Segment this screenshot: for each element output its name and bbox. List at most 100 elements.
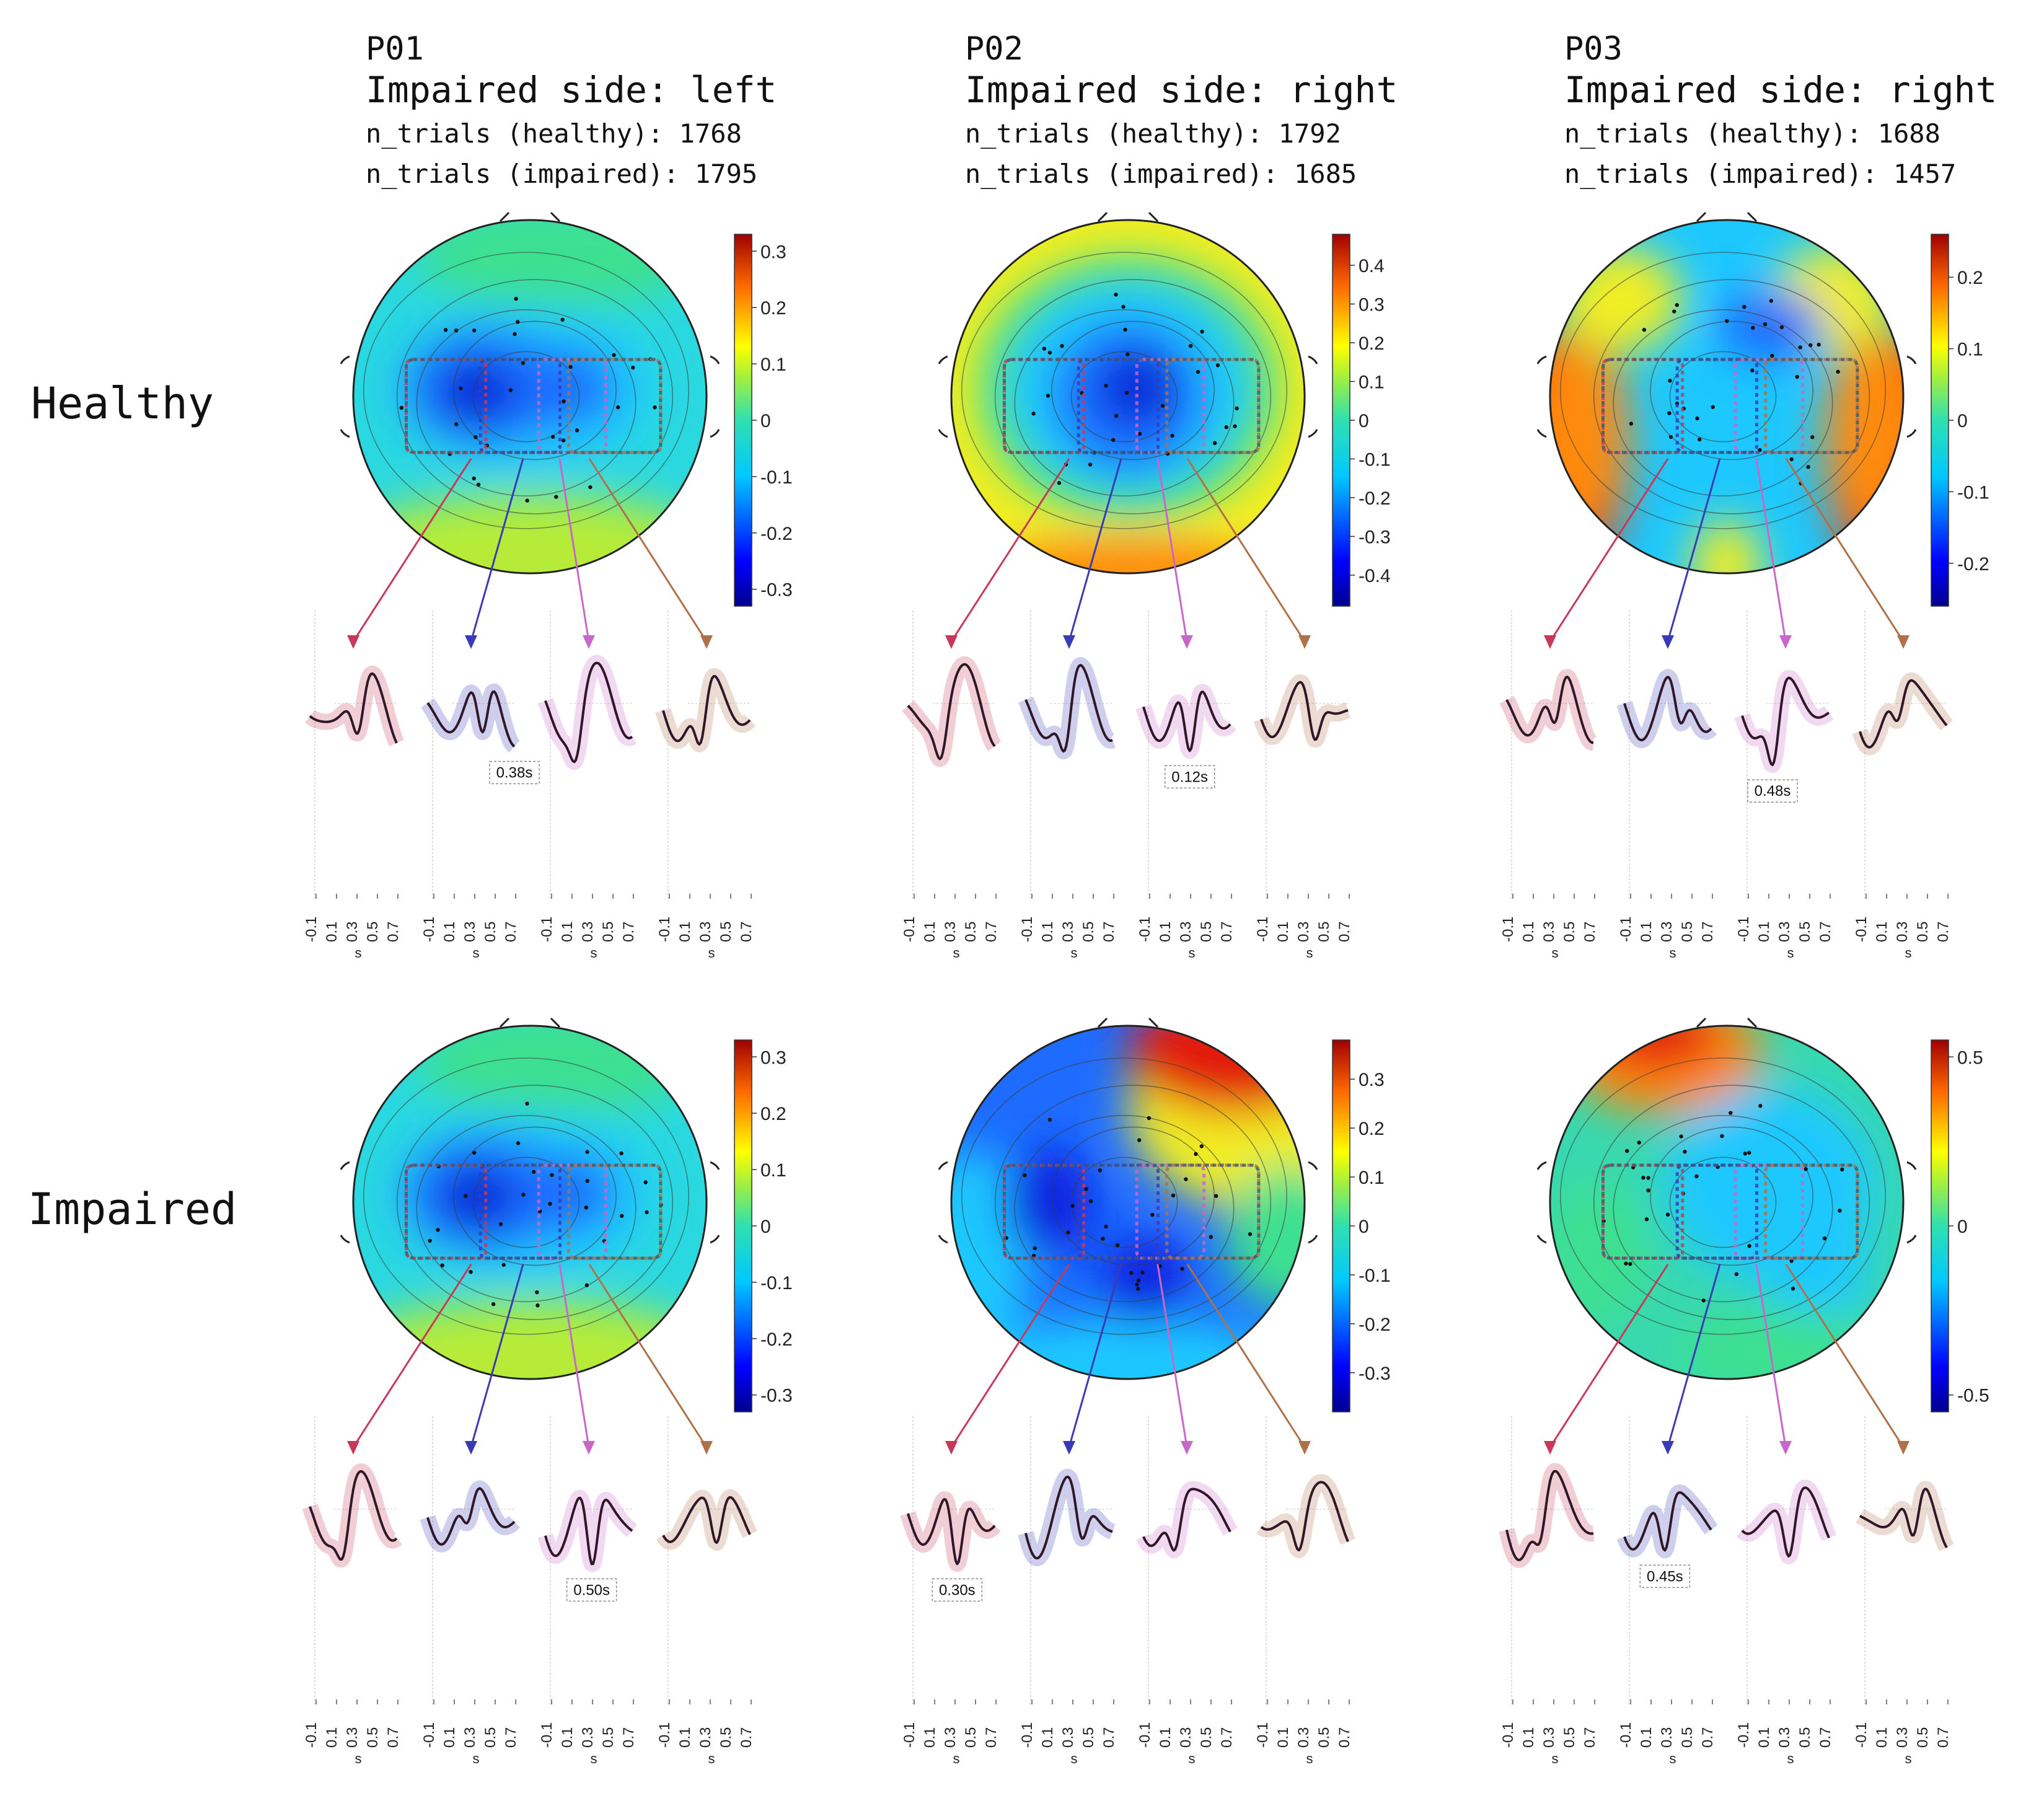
erp-mean-trace bbox=[1859, 1487, 1948, 1548]
erp-x-tick-label: 0.5 bbox=[718, 922, 734, 942]
erp-x-tick-label: 0.7 bbox=[1935, 1727, 1952, 1748]
right-ear-mark bbox=[1906, 1161, 1917, 1244]
nose-mark bbox=[499, 211, 561, 223]
electrode bbox=[1098, 1168, 1103, 1173]
electrode bbox=[550, 1173, 554, 1178]
electrode bbox=[1742, 304, 1747, 309]
roi-arrow bbox=[1667, 458, 1721, 642]
erp-x-tick-label: 0.7 bbox=[1817, 1727, 1834, 1748]
colorbar-tick-label: -0.2 bbox=[1359, 488, 1391, 509]
erp-x-tick-label: 0.7 bbox=[620, 922, 637, 942]
erp-mean-trace bbox=[1142, 690, 1231, 752]
erp-x-tick-label: 0.7 bbox=[503, 1727, 519, 1748]
erp-x-tick-label: -0.1 bbox=[1254, 1722, 1271, 1748]
electrode bbox=[1047, 350, 1052, 355]
erp-x-tick-label: 0.1 bbox=[559, 1727, 576, 1748]
erp-x-axis-label: s bbox=[1670, 945, 1676, 961]
head-outline bbox=[352, 1024, 708, 1380]
erp-plot-roi-4: -0.1 0.1 0.3 0.5 0.7s bbox=[1785, 457, 1954, 961]
erp-x-tick-label: -0.1 bbox=[1019, 1722, 1036, 1748]
erp-x-axis-label: s bbox=[1071, 945, 1078, 961]
electrode bbox=[1789, 457, 1794, 462]
roi-arrow bbox=[950, 1263, 1070, 1448]
erp-x-tick-label: 0.1 bbox=[677, 1727, 694, 1748]
electrode bbox=[1129, 1271, 1134, 1275]
electrode bbox=[491, 1302, 496, 1306]
left-ear-mark bbox=[1536, 1161, 1547, 1244]
erp-x-tick-label: 0.1 bbox=[1039, 922, 1056, 942]
erp-x-tick-label: -0.1 bbox=[303, 917, 320, 942]
erp-mean-trace bbox=[544, 1496, 633, 1566]
scalp-topography bbox=[1550, 1026, 1903, 1379]
electrode bbox=[1729, 1111, 1733, 1115]
erp-x-tick-label: 0.7 bbox=[983, 922, 1000, 942]
colorbar-tick-label: 0 bbox=[1359, 411, 1369, 431]
electrode bbox=[1822, 1236, 1827, 1241]
electrode bbox=[1137, 1278, 1141, 1282]
row-label-healthy: Healthy bbox=[31, 378, 214, 429]
arrow-head-icon bbox=[1779, 635, 1792, 649]
erp-x-axis-label: s bbox=[708, 945, 715, 961]
electrode bbox=[1200, 329, 1204, 334]
erp-x-tick-label: -0.1 bbox=[303, 1722, 320, 1748]
erp-x-tick-label: 0.7 bbox=[983, 1727, 1000, 1748]
electrode bbox=[1033, 1246, 1037, 1251]
roi-arrow bbox=[1785, 1263, 1905, 1448]
colorbar-tick-label: 0.4 bbox=[1359, 256, 1385, 276]
erp-plot-roi-1: -0.1 0.1 0.3 0.5 0.7s bbox=[303, 457, 472, 961]
roi-arrow bbox=[1755, 1264, 1787, 1448]
arrow-head-icon bbox=[1063, 1441, 1075, 1455]
left-ear-mark bbox=[340, 355, 350, 438]
erp-mean-trace bbox=[1505, 676, 1594, 744]
roi-arrow bbox=[588, 457, 708, 642]
erp-plot-roi-4: -0.1 0.1 0.3 0.5 0.7s bbox=[1186, 457, 1355, 961]
colorbar-tick-label: 0.1 bbox=[760, 355, 786, 375]
panel-p03-impaired: 0.50-0.5-0.1 0.1 0.3 0.5 0.7s-0.1 0.1 0.3 0.5 0.… bbox=[1499, 1017, 1989, 1766]
electrode bbox=[1212, 441, 1217, 446]
electrode bbox=[1150, 1212, 1155, 1217]
electrode bbox=[1665, 1212, 1670, 1217]
electrode bbox=[1695, 416, 1699, 421]
electrode bbox=[535, 1303, 540, 1308]
erp-x-tick-label: -0.1 bbox=[901, 1722, 918, 1748]
roi-arrow bbox=[352, 457, 472, 642]
erp-x-tick-label: 0.1 bbox=[324, 1727, 340, 1748]
erp-x-tick-label: 0.3 bbox=[1541, 1727, 1557, 1748]
erp-x-axis-label: s bbox=[591, 945, 597, 961]
erp-x-tick-label: -0.1 bbox=[539, 1722, 555, 1748]
erp-x-tick-label: 0.7 bbox=[1101, 922, 1117, 942]
electrode bbox=[1770, 353, 1774, 358]
electrode bbox=[631, 365, 635, 370]
erp-x-tick-label: 0.5 bbox=[963, 922, 979, 942]
erp-x-tick-label: 0.5 bbox=[1080, 1727, 1097, 1748]
erp-x-tick-label: 0.5 bbox=[600, 1727, 617, 1748]
n-trials-impaired-label: n_trials (impaired): 1685 bbox=[965, 159, 1357, 189]
erp-mean-trace bbox=[426, 690, 516, 748]
roi-arrow bbox=[470, 1264, 524, 1448]
colorbar-tick-label: -0.3 bbox=[1359, 527, 1391, 548]
colorbar-tick-label: 0.1 bbox=[1359, 372, 1385, 393]
erp-x-tick-label: 0.3 bbox=[579, 1727, 596, 1748]
electrode bbox=[1031, 412, 1036, 416]
erp-plot-roi-4: -0.1 0.1 0.3 0.5 0.7s bbox=[1186, 1263, 1355, 1766]
erp-mean-trace bbox=[1741, 1486, 1830, 1558]
electrode bbox=[1628, 1262, 1632, 1266]
erp-x-tick-label: 0.3 bbox=[1295, 922, 1312, 942]
erp-confidence-band bbox=[1254, 1474, 1355, 1559]
erp-x-tick-label: -0.1 bbox=[1500, 917, 1517, 942]
electrode bbox=[1711, 405, 1715, 409]
electrode bbox=[1810, 435, 1815, 439]
electrode bbox=[645, 1210, 649, 1215]
colorbar-tick-label: 0.1 bbox=[760, 1160, 786, 1181]
electrode bbox=[1104, 384, 1108, 388]
erp-x-tick-label: 0.1 bbox=[1874, 1727, 1890, 1748]
right-ear-mark bbox=[710, 1161, 720, 1244]
erp-plot-roi-3: -0.1 0.1 0.3 0.5 0.7 s bbox=[537, 458, 639, 961]
electrode bbox=[1088, 462, 1093, 467]
erp-x-tick-label: 0.1 bbox=[1039, 1727, 1056, 1748]
electrode bbox=[1088, 1199, 1093, 1204]
electrode bbox=[454, 422, 459, 426]
erp-x-tick-label: -0.1 bbox=[421, 917, 438, 942]
electrode bbox=[551, 434, 555, 439]
erp-x-tick-label: 0.3 bbox=[942, 922, 959, 942]
